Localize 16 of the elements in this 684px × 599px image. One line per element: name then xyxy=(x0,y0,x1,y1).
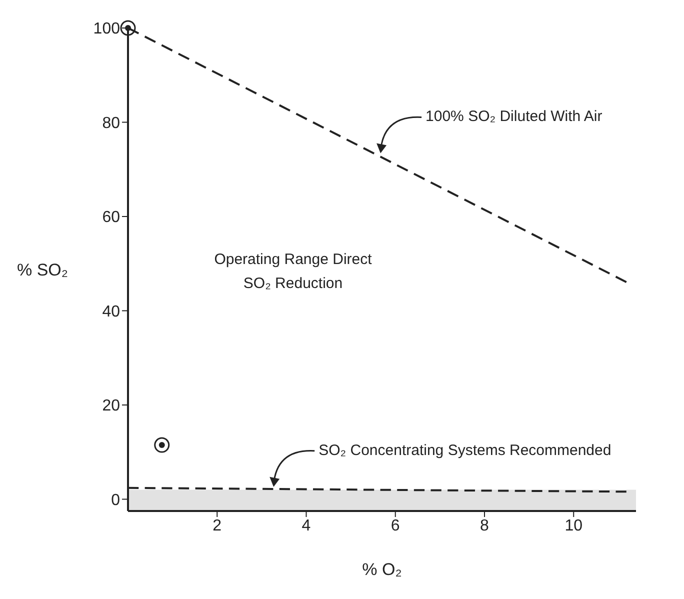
y-tick-label: 0 xyxy=(111,492,120,509)
x-tick-label: 2 xyxy=(212,517,222,534)
y-tick-label: 100 xyxy=(93,20,120,38)
x-axis-title: % O₂ xyxy=(362,560,402,579)
x-tick-label: 8 xyxy=(480,517,490,534)
x-tick-label: 10 xyxy=(564,517,583,534)
annotation: Operating Range Direct SO₂ Reduction xyxy=(213,250,373,294)
x-tick-label: 4 xyxy=(302,517,311,534)
y-axis-title: % SO₂ xyxy=(17,260,68,280)
y-tick-label: 60 xyxy=(102,209,120,226)
y-tick-label: 20 xyxy=(102,398,120,415)
x-tick-label: 6 xyxy=(390,517,400,534)
y-tick-label: 40 xyxy=(102,303,120,320)
y-tick-label: 80 xyxy=(102,114,120,132)
annotation: 100% SO₂ Diluted With Air xyxy=(426,108,602,126)
annotation: SO₂ Concentrating Systems Recommended xyxy=(318,442,612,459)
